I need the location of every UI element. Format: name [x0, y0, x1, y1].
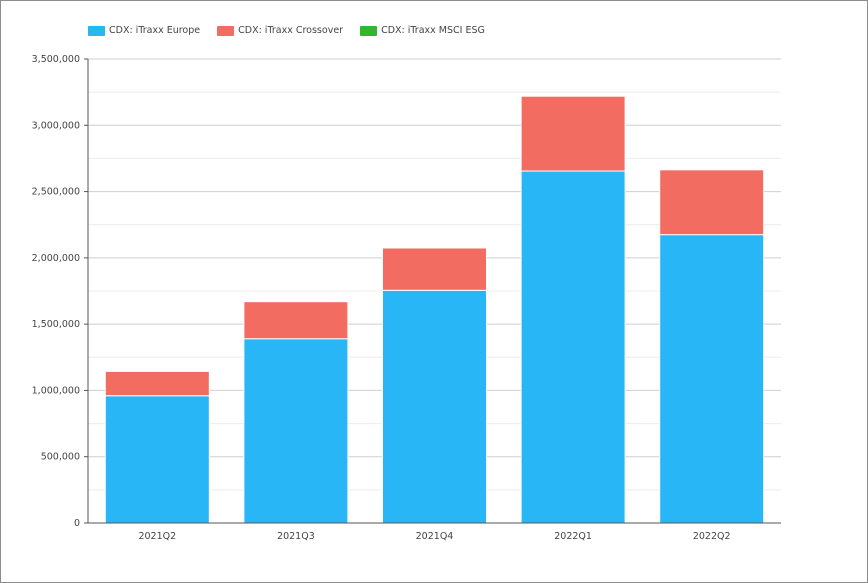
legend-item-itraxx-crossover[interactable]: CDX: iTraxx Crossover	[217, 25, 343, 36]
bar-segment-cdx-itraxx-europe-2021q3[interactable]	[243, 338, 349, 524]
y-tick-label: 1,500,000	[32, 319, 80, 330]
x-tick-label: 2021Q3	[277, 531, 315, 542]
y-tick-label: 1,000,000	[32, 385, 80, 396]
legend-swatch-itraxx-msci-esg	[360, 25, 378, 36]
y-tick-label: 500,000	[41, 452, 80, 463]
y-tick-label: 0	[74, 518, 80, 529]
bar-segment-cdx-itraxx-europe-2022q1[interactable]	[520, 170, 626, 524]
bar-segment-cdx-itraxx-europe-2022q2[interactable]	[659, 234, 765, 524]
axes: 0 500,000 1,000,000 1,500,000 2,000,000 2,500…	[32, 54, 781, 542]
x-tick-label: 2022Q1	[554, 531, 592, 542]
y-tick-label: 2,000,000	[32, 253, 80, 264]
legend-item-itraxx-msci-esg[interactable]: CDX: iTraxx MSCI ESG	[360, 25, 485, 36]
legend-label-itraxx-europe: CDX: iTraxx Europe	[109, 25, 201, 36]
legend-item-itraxx-europe[interactable]: CDX: iTraxx Europe	[88, 25, 200, 36]
legend-swatch-itraxx-europe	[88, 25, 105, 36]
bar-segment-cdx-itraxx-msci-esg-2022q2[interactable]	[659, 168, 765, 171]
x-tick-label: 2021Q2	[138, 531, 176, 542]
x-tick-label: 2022Q2	[693, 531, 731, 542]
y-tick-label: 3,500,000	[32, 54, 80, 65]
legend-swatch-itraxx-crossover	[217, 25, 235, 36]
bar-segment-cdx-itraxx-europe-2021q4[interactable]	[382, 289, 487, 524]
x-tick-label: 2021Q4	[416, 531, 454, 542]
bar-segment-cdx-itraxx-crossover-2021q3[interactable]	[243, 301, 349, 340]
bar-segment-cdx-itraxx-crossover-2022q1[interactable]	[520, 95, 626, 172]
bar-segment-cdx-itraxx-crossover-2021q4[interactable]	[382, 247, 487, 291]
bar-segment-cdx-itraxx-msci-esg-2021q4[interactable]	[382, 246, 487, 249]
y-tick-label: 3,000,000	[32, 120, 80, 131]
bar-segment-cdx-itraxx-crossover-2021q2[interactable]	[104, 370, 210, 397]
bar-segment-cdx-itraxx-crossover-2022q2[interactable]	[659, 169, 765, 236]
bar-segment-cdx-itraxx-msci-esg-2022q1[interactable]	[520, 94, 626, 97]
bar-segment-cdx-itraxx-europe-2021q2[interactable]	[104, 395, 210, 524]
y-tick-label: 2,500,000	[32, 187, 80, 198]
bars	[104, 94, 765, 524]
bar-segment-cdx-itraxx-msci-esg-2021q3[interactable]	[243, 300, 349, 303]
bar-segment-cdx-itraxx-msci-esg-2021q2[interactable]	[104, 370, 210, 372]
legend-label-itraxx-crossover: CDX: iTraxx Crossover	[238, 25, 344, 36]
legend-label-itraxx-msci-esg: CDX: iTraxx MSCI ESG	[381, 25, 485, 36]
chart-legend: CDX: iTraxx Europe CDX: iTraxx Crossover…	[88, 25, 502, 36]
